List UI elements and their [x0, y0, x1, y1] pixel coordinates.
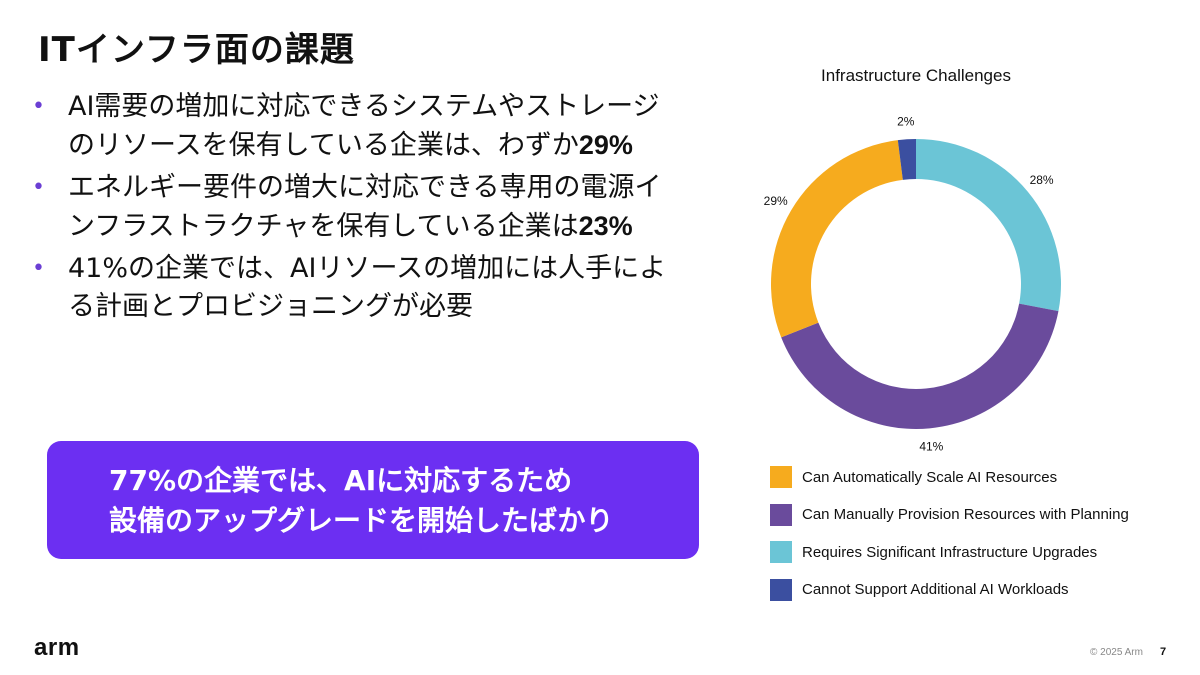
donut-slice-requires-significant-infrastructure-upgrades — [916, 139, 1061, 312]
legend-swatch — [770, 503, 792, 526]
donut-data-label: 2% — [897, 114, 915, 128]
callout-line: 77%の企業では、AIに対応するため — [109, 464, 573, 497]
legend-swatch — [770, 466, 792, 488]
page-number: 7 — [1160, 646, 1167, 658]
bullet-marker: • — [32, 94, 45, 119]
arm-logo: arm — [34, 634, 80, 661]
callout-line: 設備のアップグレードを開始したばかり — [109, 504, 614, 537]
bullet-marker: • — [32, 175, 45, 200]
bullet-text: AI需要の増加に対応できるシステムやストレージのリソースを保有している企業は、わ… — [68, 91, 660, 161]
legend-item: Requires Significant Infrastructure Upgr… — [770, 540, 1129, 564]
bullet-highlight: 29% — [578, 130, 633, 160]
donut-data-label: 28% — [1030, 173, 1054, 187]
bullet-text: 41%の企業では、AIリソースの増加には人手による計画とプロビジョニングが必要 — [68, 253, 667, 322]
legend-swatch — [770, 541, 792, 563]
donut-slice-cannot-support-additional-ai-workloads — [897, 139, 916, 180]
bullet-highlight: 23% — [578, 211, 633, 241]
legend-swatch — [770, 578, 792, 601]
bullet-item: • エネルギー要件の増大に対応できる専用の電源インフラストラクチャを保有している… — [28, 169, 668, 246]
legend-item: Can Automatically Scale AI Resources — [770, 465, 1129, 489]
bullet-list: • AI需要の増加に対応できるシステムやストレージのリソースを保有している企業は… — [28, 88, 668, 330]
donut-data-label: 41% — [919, 439, 943, 453]
bullet-item: • 41%の企業では、AIリソースの増加には人手による計画とプロビジョニングが必… — [28, 250, 668, 326]
donut-data-label: 29% — [764, 194, 788, 208]
donut-chart: 28% 41% 29% 2% — [764, 114, 1061, 453]
bullet-item: • AI需要の増加に対応できるシステムやストレージのリソースを保有している企業は… — [28, 88, 668, 165]
donut-slice-can-automatically-scale-ai-resources — [771, 140, 903, 338]
callout-box: 77%の企業では、AIに対応するため 設備のアップグレードを開始したばかり — [47, 441, 699, 559]
chart-title: Infrastructure Challenges — [821, 66, 1011, 85]
chart-legend: Can Automatically Scale AI Resources Can… — [770, 465, 1129, 615]
copyright-text: © 2025 Arm — [1090, 647, 1143, 658]
bullet-marker: • — [32, 256, 45, 281]
legend-label: Can Automatically Scale AI Resources — [802, 468, 1058, 486]
donut-slice-can-manually-provision-resources-with-planning — [781, 303, 1059, 429]
legend-item: Cannot Support Additional AI Workloads — [770, 578, 1129, 602]
bullet-text: エネルギー要件の増大に対応できる専用の電源インフラストラクチャを保有している企業… — [68, 172, 662, 242]
legend-label: Can Manually Provision Resources with Pl… — [802, 506, 1129, 523]
slide-title: ITインフラ面の課題 — [38, 30, 355, 70]
legend-label: Cannot Support Additional AI Workloads — [802, 581, 1069, 598]
legend-label: Requires Significant Infrastructure Upgr… — [802, 543, 1098, 561]
legend-item: Can Manually Provision Resources with Pl… — [770, 503, 1129, 527]
